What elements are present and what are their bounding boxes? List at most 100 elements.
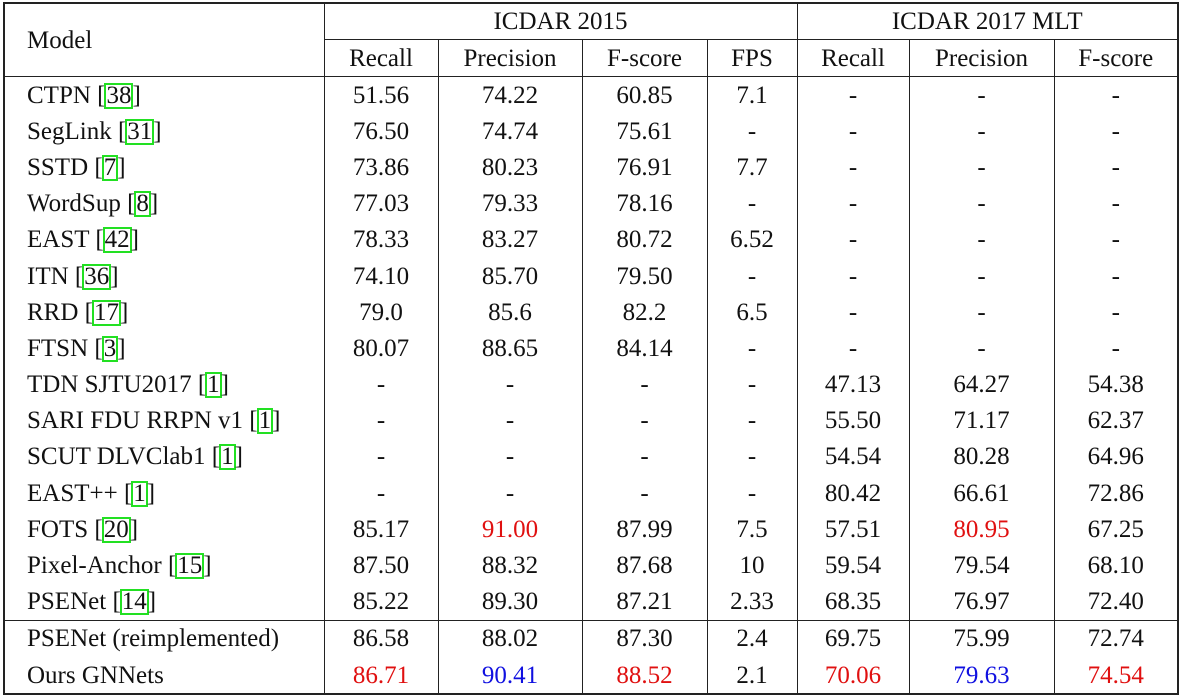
value-cell: -	[908, 76, 1054, 114]
col-header-2015-precision: Precision	[437, 39, 582, 77]
value-cell: 73.86	[323, 149, 438, 186]
value-cell: 74.74	[437, 113, 582, 150]
value-cell: -	[706, 475, 797, 512]
value-cell: 78.16	[581, 185, 707, 222]
table-row: EAST [42] 78.33 83.27 80.72 6.52- - -	[3, 221, 1179, 258]
value-cell: 87.68	[581, 547, 707, 584]
model-name-cell: ITN [36]	[3, 257, 324, 295]
citation-link[interactable]: 38	[104, 81, 134, 109]
value-cell: 88.65	[437, 330, 582, 367]
value-cell: 6.52	[706, 221, 797, 258]
col-header-2017-recall: Recall	[796, 39, 909, 77]
value-cell: 2.4	[706, 619, 797, 657]
value-cell: 80.95	[908, 511, 1054, 548]
value-cell: -	[796, 294, 909, 331]
citation-link[interactable]: 1	[131, 479, 148, 507]
model-name-cell: EAST [42]	[3, 221, 324, 258]
value-cell: 54.54	[796, 438, 909, 476]
value-cell: 87.50	[323, 547, 438, 584]
table-row: FOTS [20] 85.17 91.00 87.99 7.5 57.51 80.95 67.…	[3, 511, 1179, 548]
citation-link[interactable]: 7	[101, 153, 119, 181]
value-cell: 80.07	[323, 330, 438, 367]
table-row: SARI FDU RRPN v1 [1] - - - -55.50 71.17 62.37	[3, 402, 1179, 439]
model-column-header: Model	[3, 2, 324, 77]
value-cell: -	[323, 402, 438, 439]
model-name-cell: WordSup [8]	[3, 185, 324, 222]
value-cell: 2.33	[706, 583, 797, 621]
value-cell: 69.75	[796, 619, 909, 657]
model-name-cell: PSENet [14]	[3, 583, 324, 621]
value-cell: 83.27	[437, 221, 582, 258]
citation-link[interactable]: 20	[101, 515, 131, 543]
value-cell: 88.52	[581, 657, 707, 695]
value-cell: 79.50	[581, 257, 707, 295]
model-name-cell: FOTS [20]	[3, 511, 324, 548]
value-cell: -	[796, 113, 909, 150]
citation-link[interactable]: 17	[91, 298, 121, 326]
value-cell: -	[706, 257, 797, 295]
value-cell: 75.99	[908, 619, 1054, 657]
value-cell: 74.54	[1053, 657, 1179, 695]
value-cell: 74.22	[437, 76, 582, 114]
value-cell: -	[706, 438, 797, 476]
value-cell: 2.1	[706, 657, 797, 695]
citation-link[interactable]: 14	[119, 588, 149, 616]
value-cell: -	[1053, 330, 1179, 367]
value-cell: -	[1053, 76, 1179, 114]
value-cell: 64.96	[1053, 438, 1179, 476]
value-cell: -	[908, 257, 1054, 295]
table-row: RRD [17] 79.0 85.6 82.2 6.5- - -	[3, 294, 1179, 331]
value-cell: -	[1053, 294, 1179, 331]
value-cell: 66.61	[908, 475, 1054, 512]
citation-link[interactable]: 31	[125, 117, 155, 145]
model-name: ITN	[27, 262, 69, 290]
citation-link[interactable]: 8	[134, 190, 151, 218]
model-name: TDN SJTU2017	[27, 371, 192, 399]
citation-link[interactable]: 42	[102, 226, 132, 254]
table-row: SCUT DLVClab1 [1] - - - -54.54 80.28 64.96	[3, 438, 1179, 476]
model-name: PSENet (reimplemented)	[27, 625, 280, 653]
citation-link[interactable]: 1	[205, 371, 222, 399]
value-cell: 7.7	[706, 149, 797, 186]
citation-link[interactable]: 1	[256, 407, 274, 435]
value-cell: -	[908, 330, 1054, 367]
citation-link[interactable]: 15	[175, 552, 205, 580]
value-cell: -	[437, 475, 582, 512]
col-header-2015-recall: Recall	[323, 39, 438, 77]
value-cell: 79.54	[908, 547, 1054, 584]
citation-link[interactable]: 1	[219, 443, 236, 471]
value-cell: -	[1053, 257, 1179, 295]
citation-link[interactable]: 3	[101, 334, 119, 362]
model-name: Pixel-Anchor	[27, 552, 162, 580]
value-cell: -	[581, 438, 707, 476]
value-cell: -	[908, 185, 1054, 222]
value-cell: -	[908, 113, 1054, 150]
table-body: CTPN [38] 51.56 74.22 60.85 7.1- - - SegLink [3…	[3, 76, 1179, 695]
value-cell: 76.91	[581, 149, 707, 186]
model-name: FTSN	[27, 334, 89, 362]
model-name-cell: SSTD [7]	[3, 149, 324, 186]
value-cell: -	[706, 113, 797, 150]
table-row: CTPN [38] 51.56 74.22 60.85 7.1- - -	[3, 76, 1179, 114]
model-name-cell: SegLink [31]	[3, 113, 324, 150]
value-cell: 85.17	[323, 511, 438, 548]
value-cell: -	[581, 366, 707, 403]
citation-link[interactable]: 36	[82, 262, 112, 290]
model-name-cell: TDN SJTU2017 [1]	[3, 366, 324, 403]
model-name: SCUT DLVClab1	[27, 443, 206, 471]
value-cell: 68.10	[1053, 547, 1179, 584]
value-cell: 7.1	[706, 76, 797, 114]
value-cell: -	[706, 366, 797, 403]
value-cell: -	[796, 149, 909, 186]
value-cell: 77.03	[323, 185, 438, 222]
value-cell: -	[1053, 221, 1179, 258]
value-cell: -	[581, 402, 707, 439]
value-cell: 88.02	[437, 619, 582, 657]
model-name: EAST	[27, 226, 90, 254]
table-row: SegLink [31] 76.50 74.74 75.61- - - -	[3, 113, 1179, 150]
value-cell: 76.50	[323, 113, 438, 150]
group-header-icdar2015: ICDAR 2015	[323, 2, 797, 40]
value-cell: 72.74	[1053, 619, 1179, 657]
model-name: PSENet	[27, 588, 107, 616]
value-cell: -	[908, 149, 1054, 186]
